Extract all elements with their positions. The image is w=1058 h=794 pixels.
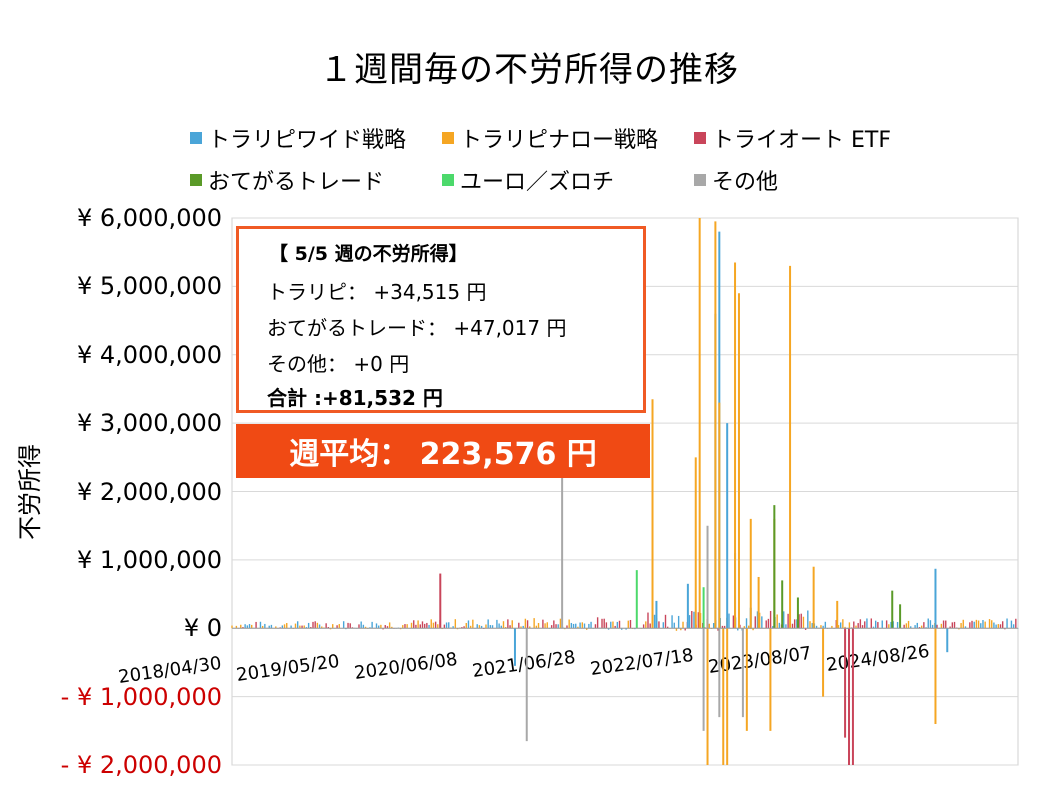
legend-swatch-icon <box>190 132 202 144</box>
y-tick-label: - ¥ 1,000,000 <box>60 682 222 711</box>
legend-item-etf[interactable]: トライオート ETF <box>694 122 891 154</box>
weekly-income-info-box: 【 5/5 週の不労所得】 トラリピ： +34,515 円 おてがるトレード： … <box>236 226 646 413</box>
legend-label: トラリピワイド戦略 <box>208 128 407 153</box>
legend-label: おてがるトレード <box>208 170 385 195</box>
y-tick-label: ¥ 1,000,000 <box>76 545 222 574</box>
legend-item-eurpln[interactable]: ユーロ／ズロチ <box>442 164 614 196</box>
info-heading: 【 5/5 週の不労所得】 <box>269 243 468 265</box>
y-tick-label: ¥ 2,000,000 <box>76 477 222 506</box>
info-line-otegaru: おてがるトレード： +47,017 円 <box>267 316 567 340</box>
legend-swatch-icon <box>694 132 706 144</box>
y-tick-label: ¥ 3,000,000 <box>76 409 222 438</box>
legend-item-other[interactable]: その他 <box>694 164 778 196</box>
info-total: 合計 :+81,532 円 <box>267 386 443 410</box>
legend-item-otegaru[interactable]: おてがるトレード <box>190 164 384 196</box>
info-line-toraripi: トラリピ： +34,515 円 <box>267 280 487 304</box>
y-tick-label: - ¥ 2,000,000 <box>60 751 222 779</box>
y-tick-label: ¥ 6,000,000 <box>76 204 222 232</box>
y-tick-label: ¥ 5,000,000 <box>76 272 222 301</box>
legend-label: ユーロ／ズロチ <box>460 170 615 195</box>
chart-title: １週間毎の不労所得の推移 <box>319 50 739 90</box>
legend-swatch-icon <box>694 174 706 186</box>
weekly-average-banner: 週平均： 223,576 円 <box>236 424 650 478</box>
legend-label: トラリピナロー戦略 <box>460 128 659 153</box>
legend-label: その他 <box>712 170 779 195</box>
legend-label: トライオート ETF <box>712 128 891 153</box>
legend-swatch-icon <box>190 174 202 186</box>
legend-swatch-icon <box>442 174 454 186</box>
legend-item-narrow[interactable]: トラリピナロー戦略 <box>442 122 658 154</box>
legend-swatch-icon <box>442 132 454 144</box>
legend-row-1: トラリピワイド戦略 トラリピナロー戦略 トライオート ETF <box>0 122 1058 154</box>
y-tick-label: ¥ 0 <box>183 614 222 643</box>
info-line-other: その他： +0 円 <box>267 352 410 376</box>
y-tick-label: ¥ 4,000,000 <box>76 340 222 369</box>
legend-item-wide[interactable]: トラリピワイド戦略 <box>190 122 406 154</box>
legend-row-2: おてがるトレード ユーロ／ズロチ その他 <box>0 164 1058 196</box>
